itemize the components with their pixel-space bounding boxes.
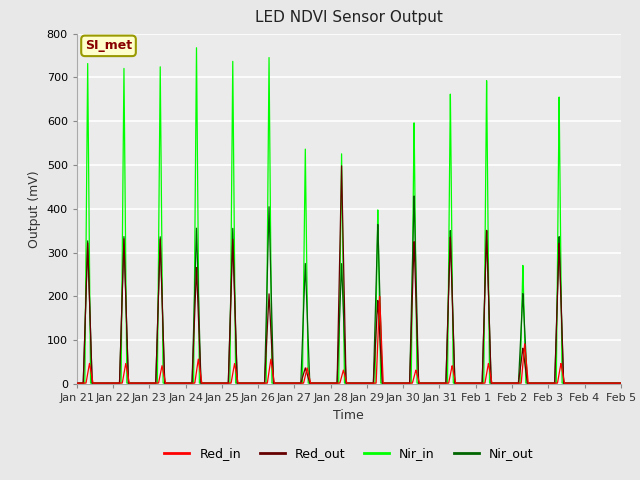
X-axis label: Time: Time — [333, 408, 364, 421]
Text: SI_met: SI_met — [85, 39, 132, 52]
Y-axis label: Output (mV): Output (mV) — [28, 170, 41, 248]
Legend: Red_in, Red_out, Nir_in, Nir_out: Red_in, Red_out, Nir_in, Nir_out — [159, 443, 538, 465]
Title: LED NDVI Sensor Output: LED NDVI Sensor Output — [255, 11, 443, 25]
